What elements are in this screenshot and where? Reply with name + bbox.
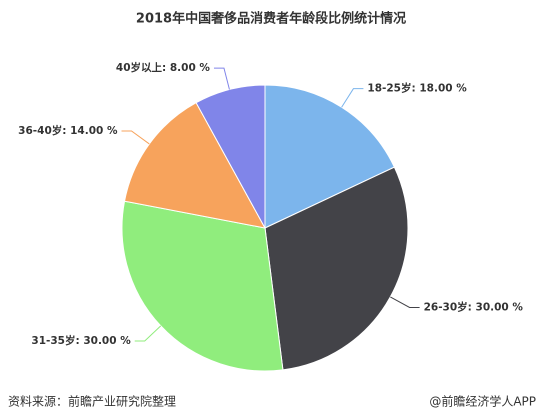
connector — [390, 296, 420, 308]
pie-slice — [264, 166, 409, 371]
data-label: 18-25岁: 18.00 % — [367, 82, 467, 95]
credit: @前瞻经济学人APP — [429, 394, 536, 409]
connector — [213, 67, 230, 90]
pie-slice — [123, 102, 266, 229]
data-label: 36-40岁: 14.00 % — [18, 124, 118, 137]
connector — [121, 130, 150, 145]
data-label: 40岁以上: 8.00 % — [116, 61, 211, 74]
pie-slice — [121, 200, 284, 372]
chart-title: 2018年中国奢侈品消费者年龄段比例统计情况 — [136, 11, 406, 27]
connector — [134, 325, 162, 342]
connector — [341, 88, 364, 108]
pie-slice — [264, 84, 396, 229]
data-label: 31-35岁: 30.00 % — [31, 334, 131, 347]
source: 资料来源：前瞻产业研究院整理 — [8, 394, 176, 409]
data-label: 26-30岁: 30.00 % — [424, 300, 524, 313]
